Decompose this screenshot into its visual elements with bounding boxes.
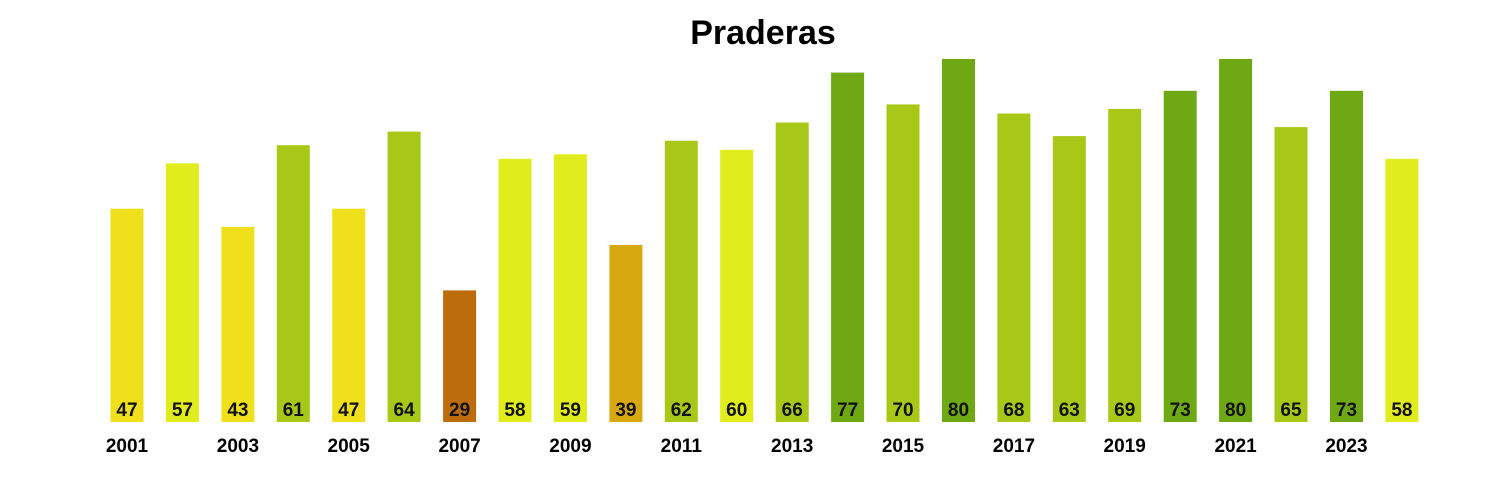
bar-2017 bbox=[997, 113, 1031, 422]
bar-2006 bbox=[387, 131, 421, 422]
bar-2023 bbox=[1330, 90, 1363, 423]
bar-2007 bbox=[443, 290, 477, 422]
x-tick-label-2005: 2005 bbox=[328, 436, 371, 457]
bar-2013 bbox=[775, 122, 809, 422]
bar-value-label-2018: 63 bbox=[1059, 400, 1080, 421]
bar-value-label-2014: 77 bbox=[837, 400, 858, 421]
bar-2003 bbox=[221, 226, 255, 422]
bar-value-label-2015: 70 bbox=[892, 400, 913, 421]
bar-2022 bbox=[1274, 127, 1308, 422]
bar-2021 bbox=[1219, 59, 1253, 422]
bar-2001 bbox=[110, 208, 144, 422]
x-tick-label-2023: 2023 bbox=[1325, 436, 1367, 457]
bar-2020 bbox=[1163, 90, 1197, 423]
bar-value-label-2003: 43 bbox=[227, 400, 248, 421]
x-tick-label-2003: 2003 bbox=[217, 436, 259, 457]
bar-value-label-2007: 29 bbox=[449, 400, 470, 421]
bar-value-label-2008: 58 bbox=[504, 400, 525, 421]
bar-value-label-2022: 65 bbox=[1280, 400, 1302, 421]
bar-value-label-2017: 68 bbox=[1003, 400, 1024, 421]
bar-2004 bbox=[276, 145, 310, 422]
bar-2010 bbox=[609, 245, 643, 422]
bar-2008 bbox=[498, 158, 532, 423]
bar-value-label-2001: 47 bbox=[116, 400, 137, 421]
x-tick-label-2009: 2009 bbox=[549, 436, 591, 457]
x-tick-label-2007: 2007 bbox=[438, 436, 480, 457]
bar-value-label-2024: 58 bbox=[1391, 400, 1412, 421]
bar-value-label-2019: 69 bbox=[1114, 400, 1135, 421]
bars-group bbox=[110, 59, 1419, 423]
x-tick-label-2001: 2001 bbox=[106, 436, 149, 457]
x-tick-label-2013: 2013 bbox=[771, 436, 813, 457]
bar-value-label-2009: 59 bbox=[560, 400, 581, 421]
bar-value-label-2013: 66 bbox=[782, 400, 803, 421]
bar-2002 bbox=[165, 163, 199, 422]
bar-2019 bbox=[1108, 108, 1142, 423]
x-tick-label-2015: 2015 bbox=[882, 436, 925, 457]
bar-2005 bbox=[332, 208, 366, 422]
x-tick-label-2019: 2019 bbox=[1104, 436, 1146, 457]
x-tick-label-2017: 2017 bbox=[993, 436, 1035, 457]
chart-title: Praderas bbox=[690, 14, 836, 52]
bar-value-label-2020: 73 bbox=[1170, 400, 1191, 421]
bar-value-label-2005: 47 bbox=[338, 400, 359, 421]
bar-2012 bbox=[720, 149, 754, 423]
x-axis-tick-labels: 2001 2003 2005 2007 2009 2011 2013 2015 2017 2019… bbox=[106, 436, 1368, 457]
bar-2015 bbox=[886, 104, 920, 423]
bar-value-label-2004: 61 bbox=[283, 400, 305, 421]
bar-2011 bbox=[664, 140, 698, 422]
bar-value-label-2012: 60 bbox=[726, 400, 747, 421]
bar-2009 bbox=[553, 154, 587, 423]
x-tick-label-2011: 2011 bbox=[661, 436, 703, 457]
bar-value-label-2010: 39 bbox=[615, 400, 636, 421]
x-tick-label-2021: 2021 bbox=[1214, 436, 1257, 457]
bar-value-label-2002: 57 bbox=[172, 400, 193, 421]
bar-2024 bbox=[1385, 158, 1419, 423]
bar-labels-group: 47 57 43 61 47 64 29 58 59 39 62 60 66 77 70 80 68 63 69 73… bbox=[116, 400, 1412, 421]
bar-value-label-2021: 80 bbox=[1225, 400, 1246, 421]
bar-2018 bbox=[1052, 136, 1086, 422]
bar-value-label-2016: 80 bbox=[948, 400, 969, 421]
bar-value-label-2006: 64 bbox=[394, 400, 416, 421]
bar-value-label-2011: 62 bbox=[671, 400, 692, 421]
bar-2014 bbox=[831, 72, 865, 422]
bar-2016 bbox=[942, 59, 975, 422]
bar-value-label-2023: 73 bbox=[1336, 400, 1357, 421]
